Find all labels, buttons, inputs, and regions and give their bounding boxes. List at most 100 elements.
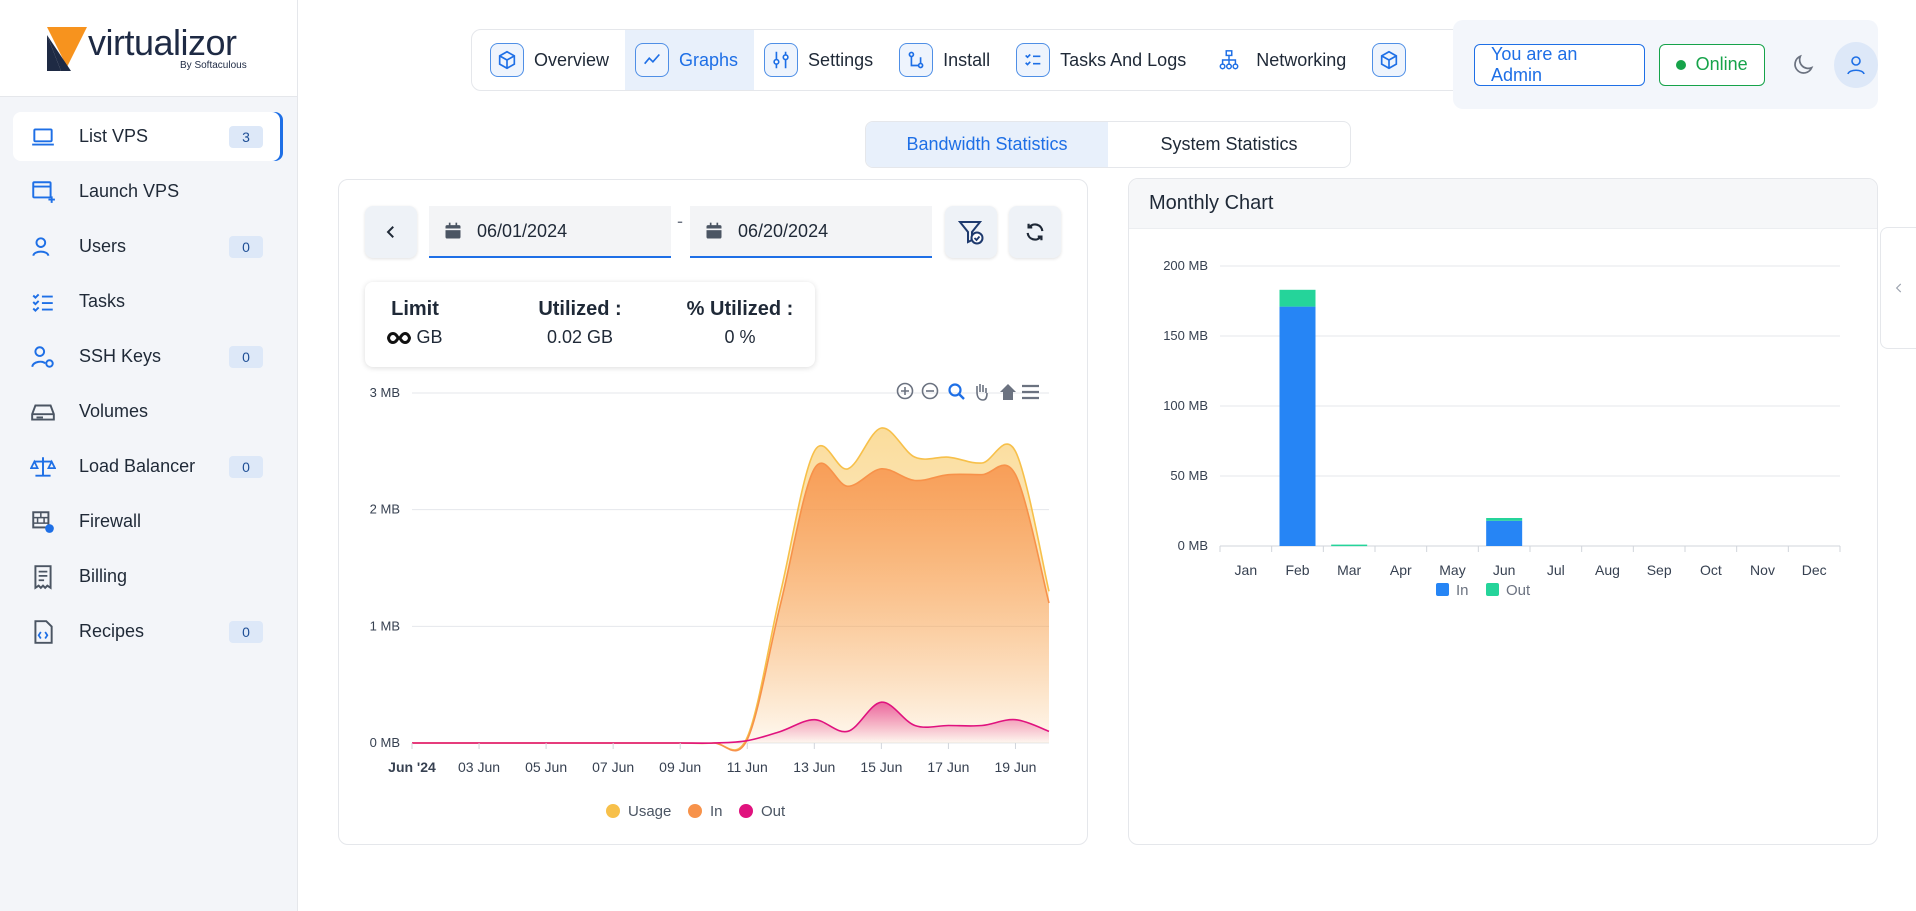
x-tick-label: 11 Jun: [727, 759, 768, 775]
sidebar-item-label: Volumes: [79, 401, 149, 421]
x-tick-label: 05 Jun: [525, 759, 567, 775]
bar-out-feb: [1279, 289, 1316, 307]
user-menu-button[interactable]: [1833, 41, 1878, 88]
stat-toggle: Bandwidth Statistics System Statistics: [865, 121, 1351, 168]
y-tick-label: 0 MB: [1178, 538, 1208, 553]
series-area-in: [412, 463, 1049, 751]
x-tick-label: Apr: [1390, 562, 1412, 578]
sidebar-item-firewall[interactable]: Firewall: [13, 497, 283, 546]
brand-name: virtualizor: [88, 22, 237, 63]
legend-marker-out: [739, 804, 753, 818]
online-status-button[interactable]: Online: [1658, 43, 1765, 86]
brand-sub: By Softaculous: [180, 60, 247, 71]
sidebar-item-list-vps[interactable]: List VPS 3: [13, 112, 283, 161]
prev-button[interactable]: [365, 206, 417, 258]
virtualizor-logo-icon: [47, 27, 87, 71]
add-server-icon: [29, 178, 57, 206]
x-tick-label: 09 Jun: [659, 759, 701, 775]
date-to-field[interactable]: 06/20/2024: [690, 206, 932, 258]
zoom-select-icon[interactable]: [948, 383, 965, 400]
tab-settings[interactable]: Settings: [754, 30, 889, 90]
key-user-icon: [29, 343, 57, 371]
sidebar-item-ssh-keys[interactable]: SSH Keys 0: [13, 332, 283, 381]
admin-role-button[interactable]: You are an Admin: [1474, 43, 1645, 86]
x-tick-label: 13 Jun: [793, 759, 835, 775]
date-from-field[interactable]: 06/01/2024: [429, 206, 671, 258]
pct-utilized-col: % Utilized : 0 %: [675, 298, 805, 348]
sidebar-item-recipes[interactable]: Recipes 0: [13, 607, 283, 656]
date-to-value: 06/20/2024: [738, 220, 829, 241]
zoom-out-icon[interactable]: [921, 382, 939, 400]
x-tick-label: Sep: [1647, 562, 1672, 578]
legend-label-out: Out: [1506, 582, 1531, 599]
utilized-col: Utilized : 0.02 GB: [515, 298, 645, 348]
dark-mode-toggle[interactable]: [1789, 50, 1818, 80]
sidebar-item-launch-vps[interactable]: Launch VPS: [13, 167, 283, 216]
x-tick-label: Mar: [1337, 562, 1361, 578]
bandwidth-legend: Usage In Out: [606, 803, 786, 820]
logo[interactable]: virtualizor By Softaculous: [0, 0, 297, 97]
filter-check-icon: [957, 221, 984, 245]
user-icon: [1846, 55, 1865, 74]
cube-icon: [1372, 43, 1407, 77]
x-tick-label: Oct: [1700, 562, 1722, 578]
monthly-chart: 0 MB 50 MB 100 MB 150 MB 200 MB Jan Feb Mar Apr M…: [1163, 258, 1841, 599]
tab-label: Tasks And Logs: [1060, 49, 1187, 70]
x-tick-label: May: [1439, 562, 1465, 578]
refresh-button[interactable]: [1009, 206, 1061, 258]
series-line-out: [411, 701, 1050, 744]
filter-button[interactable]: [945, 206, 997, 258]
tab-label: Networking: [1256, 49, 1347, 70]
laptop-icon: [29, 123, 57, 151]
tab-tasks-and-logs[interactable]: Tasks And Logs: [1006, 30, 1202, 90]
sidebar-item-load-balancer[interactable]: Load Balancer 0: [13, 442, 283, 491]
sidebar-item-label: Tasks: [79, 291, 126, 311]
side-panel-toggle[interactable]: [1880, 227, 1916, 349]
zoom-in-icon[interactable]: [896, 382, 914, 400]
limit-value-wrap: GB: [385, 327, 445, 348]
x-tick-label: 19 Jun: [994, 759, 1036, 775]
monthly-panel: Monthly Chart 0 MB 50 MB 100 MB 150 MB 200 M…: [1128, 178, 1878, 845]
y-tick-label: 0 MB: [370, 735, 400, 750]
menu-icon[interactable]: [1022, 384, 1039, 400]
tab-bandwidth-statistics[interactable]: Bandwidth Statistics: [866, 122, 1108, 167]
home-icon[interactable]: [1000, 384, 1016, 400]
moon-icon: [1794, 54, 1814, 74]
user-bar: You are an Admin Online: [1453, 20, 1878, 109]
online-label: Online: [1695, 54, 1748, 74]
trend-icon: [635, 43, 670, 77]
x-tick-label: 03 Jun: [458, 759, 500, 775]
network-icon: [1212, 43, 1246, 77]
legend-marker-usage: [606, 804, 620, 818]
sidebar-item-volumes[interactable]: Volumes: [13, 387, 283, 436]
y-tick-label: 2 MB: [370, 502, 400, 517]
x-tick-label: Jun: [1493, 562, 1516, 578]
sidebar-item-tasks[interactable]: Tasks: [13, 277, 283, 326]
legend-label-usage: Usage: [628, 803, 671, 820]
tab-networking[interactable]: Networking: [1202, 30, 1362, 90]
checklist-icon: [1016, 43, 1051, 77]
sidebar-item-users[interactable]: Users 0: [13, 222, 283, 271]
tab-overflow[interactable]: [1362, 30, 1432, 90]
usage-summary: Limit GB Utilized : 0.02 GB % Utilized :…: [365, 282, 815, 367]
bar-in-feb: [1279, 306, 1316, 546]
git-icon: [899, 43, 934, 77]
chevron-left-icon: [386, 226, 394, 238]
y-tick-label: 150 MB: [1163, 328, 1208, 343]
sidebar-item-label: Users: [79, 236, 127, 256]
sidebar: virtualizor By Softaculous List VPS 3 Laun…: [0, 0, 298, 911]
pan-icon[interactable]: [976, 384, 988, 401]
tab-label: Overview: [534, 49, 610, 70]
count-badge: 0: [229, 346, 263, 368]
count-badge: 0: [229, 236, 263, 258]
tasks-icon: [29, 288, 57, 316]
sidebar-item-label: Firewall: [79, 511, 142, 531]
tab-graphs[interactable]: Graphs: [625, 30, 755, 90]
sidebar-item-billing[interactable]: Billing: [13, 552, 283, 601]
tab-install[interactable]: Install: [889, 30, 1006, 90]
tab-system-statistics[interactable]: System Statistics: [1160, 134, 1298, 154]
drive-icon: [29, 398, 57, 426]
tab-overview[interactable]: Overview: [480, 30, 625, 90]
sidebar-item-label: Load Balancer: [79, 456, 196, 476]
x-tick-label: 17 Jun: [927, 759, 969, 775]
